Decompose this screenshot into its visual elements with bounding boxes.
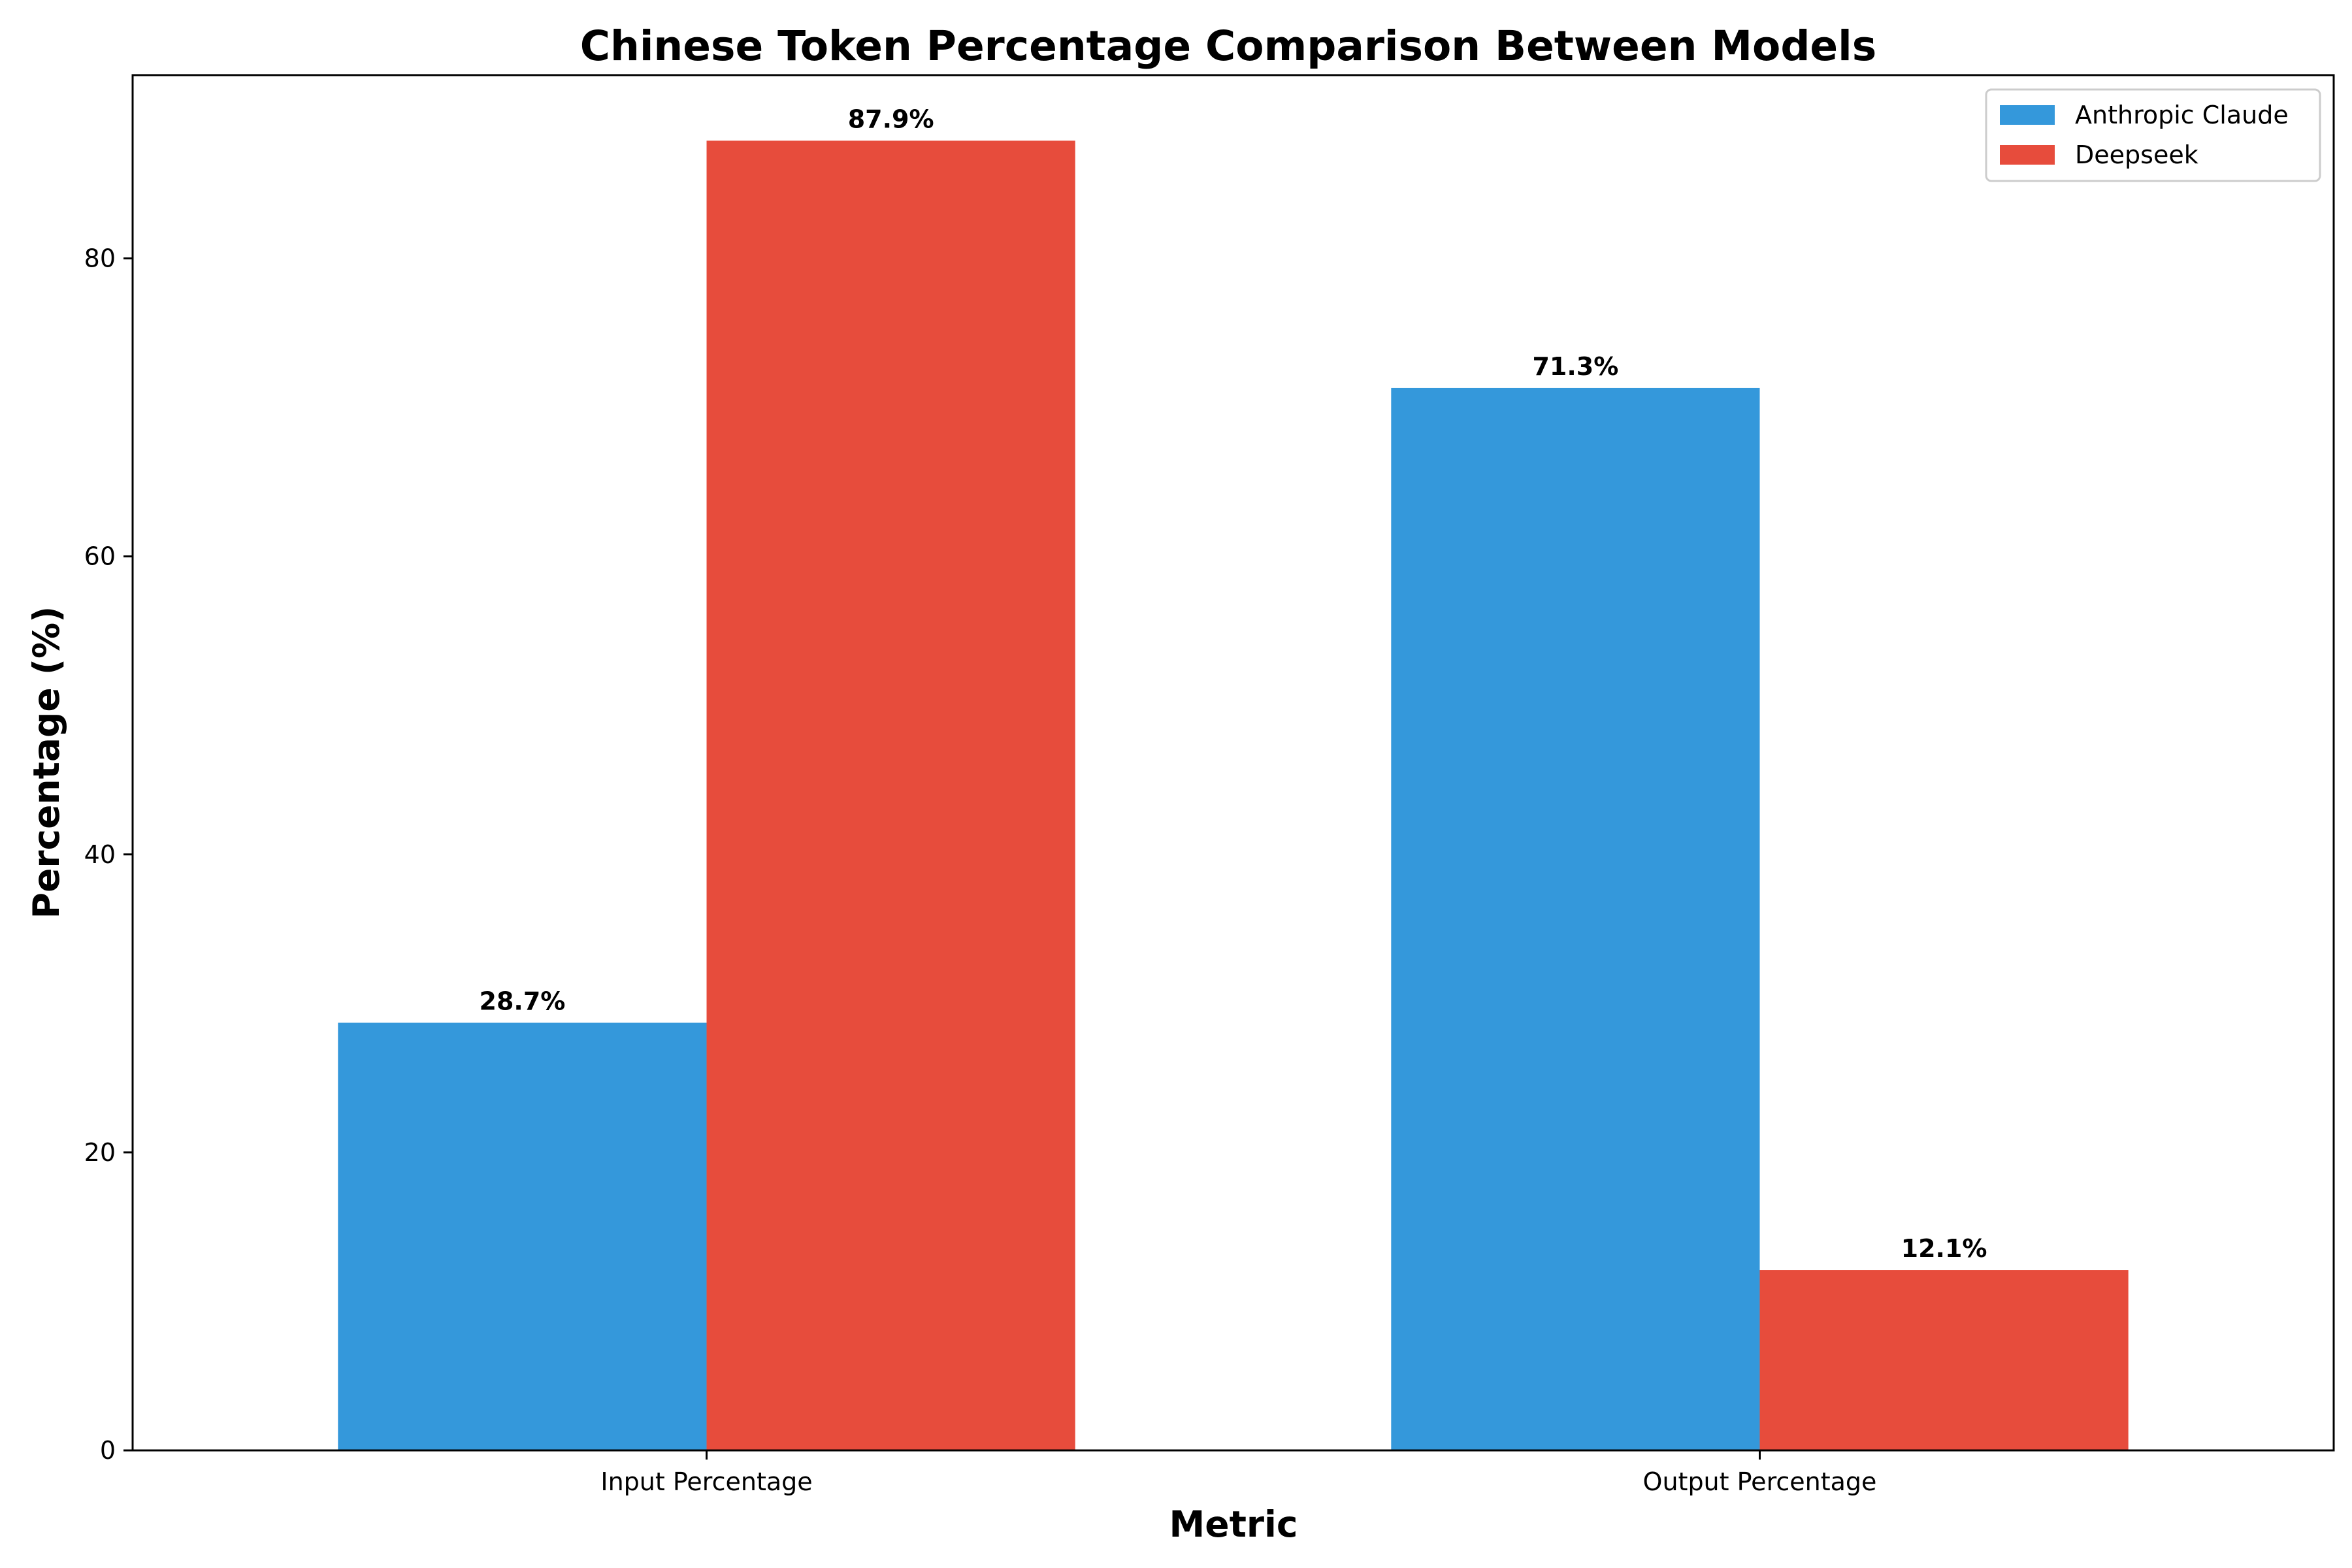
legend-label-deepseek: Deepseek xyxy=(2075,140,2198,169)
x-tick-label-input-percentage: Input Percentage xyxy=(600,1467,812,1496)
bar-deepseek-output-percentage xyxy=(1759,1270,2129,1450)
y-tick-label-0: 0 xyxy=(100,1436,116,1465)
legend-box xyxy=(1985,88,2321,182)
y-tick-label-60: 60 xyxy=(84,542,116,571)
data-labels-group: 28.7% 87.9% 71.3% 12.1% xyxy=(480,105,1987,1263)
bars-group xyxy=(338,140,2129,1451)
data-label-anthropic-claude-input-percentage: 28.7% xyxy=(480,987,566,1015)
y-axis-label: Percentage (%) xyxy=(25,606,67,919)
legend-swatch-anthropic-claude xyxy=(2000,105,2055,125)
y-axis-ticks: 0 20 40 60 80 xyxy=(84,244,133,1465)
plot-frame xyxy=(131,74,2335,1452)
x-axis-label: Metric xyxy=(1169,1503,1298,1545)
bar-deepseek-input-percentage xyxy=(706,140,1075,1451)
data-label-deepseek-output-percentage: 12.1% xyxy=(1901,1234,1987,1263)
bar-anthropic-claude-output-percentage xyxy=(1391,387,1760,1450)
x-tick-label-output-percentage: Output Percentage xyxy=(1643,1467,1877,1496)
data-label-deepseek-input-percentage: 87.9% xyxy=(848,105,934,133)
legend-label-anthropic-claude: Anthropic Claude xyxy=(2075,101,2289,129)
bar-anthropic-claude-input-percentage xyxy=(338,1022,707,1450)
data-label-anthropic-claude-output-percentage: 71.3% xyxy=(1532,352,1618,381)
legend-swatch-deepseek xyxy=(2000,145,2055,165)
y-tick-label-80: 80 xyxy=(84,244,116,273)
legend: Anthropic Claude Deepseek xyxy=(1985,88,2321,182)
y-tick-label-40: 40 xyxy=(84,840,116,869)
chart-title: Chinese Token Percentage Comparison Betw… xyxy=(580,22,1877,70)
x-axis-ticks: Input Percentage Output Percentage xyxy=(600,1450,1876,1496)
y-tick-label-20: 20 xyxy=(84,1138,116,1167)
